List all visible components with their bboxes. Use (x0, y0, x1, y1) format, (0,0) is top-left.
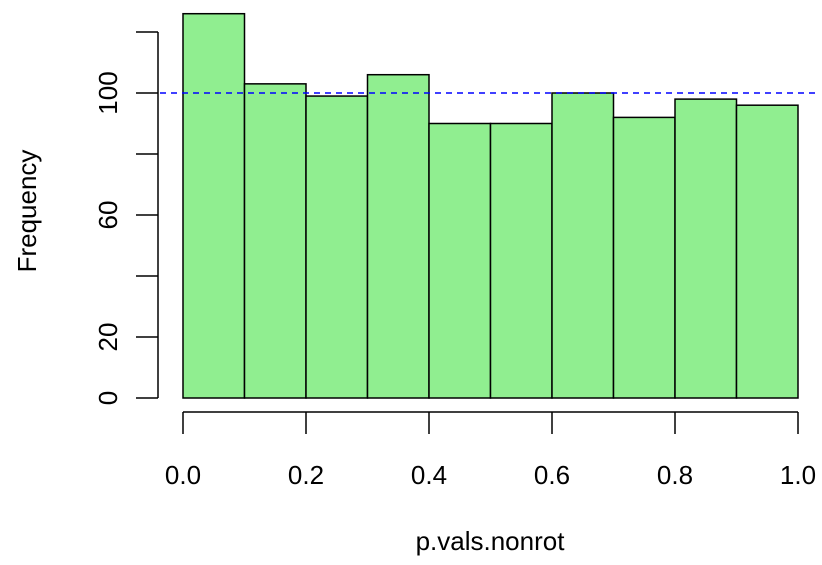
y-tick-label: 20 (93, 323, 123, 352)
x-tick-label: 0.2 (288, 460, 324, 490)
histogram-bar (366, 73, 430, 399)
x-axis-label: p.vals.nonrot (416, 526, 566, 556)
bars-group (182, 12, 799, 399)
y-tick-label: 100 (93, 71, 123, 114)
y-axis: 0 20 60 100 (93, 31, 159, 405)
x-tick-label: 0.6 (534, 460, 570, 490)
histogram-bar (428, 122, 492, 399)
x-axis: 0.0 0.2 0.4 0.6 0.8 1.0 (165, 411, 816, 490)
histogram-bar (305, 95, 369, 399)
x-tick-label: 0.0 (165, 460, 201, 490)
y-tick-label: 0 (93, 391, 123, 405)
histogram-bar (735, 104, 799, 399)
histogram-bar (182, 12, 246, 399)
y-tick-label: 60 (93, 201, 123, 230)
histogram-bar (551, 92, 615, 399)
x-tick-label: 0.8 (657, 460, 693, 490)
y-axis-label: Frequency (12, 150, 42, 273)
histogram-bar (489, 122, 553, 399)
x-tick-label: 1.0 (780, 460, 816, 490)
histogram-bar (612, 116, 676, 399)
histogram-bar (674, 98, 738, 399)
histogram-bar (243, 83, 307, 399)
x-tick-label: 0.4 (411, 460, 447, 490)
